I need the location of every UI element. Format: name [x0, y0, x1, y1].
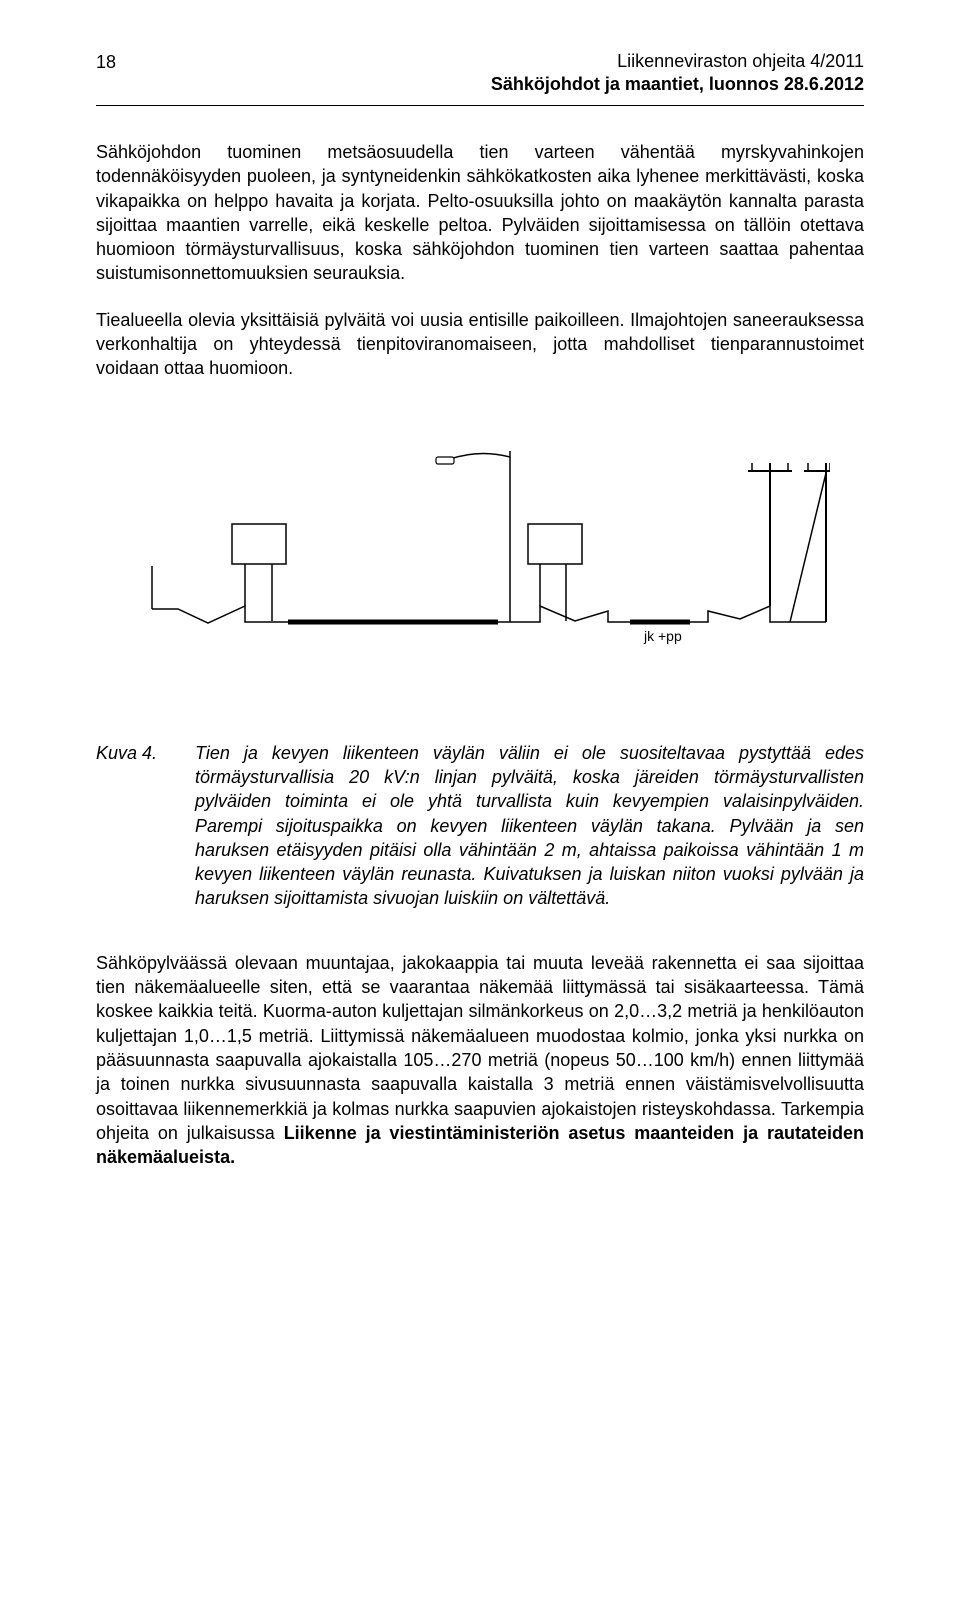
header-right-block: Liikenneviraston ohjeita 4/2011 Sähköjoh…: [491, 50, 864, 95]
paragraph-3: Sähköpylväässä olevaan muuntajaa, jakoka…: [96, 951, 864, 1170]
header-rule: [96, 105, 864, 106]
road-cross-section-diagram: jk +pp: [130, 451, 830, 651]
figure-caption-text: Tien ja kevyen liikenteen väylän väliin …: [195, 741, 864, 911]
figure-inline-label: jk +pp: [643, 628, 682, 644]
figure-4-caption: Kuva 4. Tien ja kevyen liikenteen väylän…: [96, 741, 864, 911]
page-header: 18 Liikenneviraston ohjeita 4/2011 Sähkö…: [96, 50, 864, 95]
paragraph-2: Tiealueella olevia yksittäisiä pylväitä …: [96, 308, 864, 381]
figure-label: Kuva 4.: [96, 741, 157, 911]
doc-title: Sähköjohdot ja maantiet, luonnos 28.6.20…: [491, 73, 864, 96]
page-number: 18: [96, 50, 116, 74]
paragraph-1: Sähköjohdon tuominen metsäosuudella tien…: [96, 140, 864, 286]
page: 18 Liikenneviraston ohjeita 4/2011 Sähkö…: [0, 0, 960, 1608]
paragraph-3-pre: Sähköpylväässä olevaan muuntajaa, jakoka…: [96, 953, 864, 1143]
doc-id: Liikenneviraston ohjeita 4/2011: [491, 50, 864, 73]
figure-4: jk +pp: [96, 451, 864, 651]
